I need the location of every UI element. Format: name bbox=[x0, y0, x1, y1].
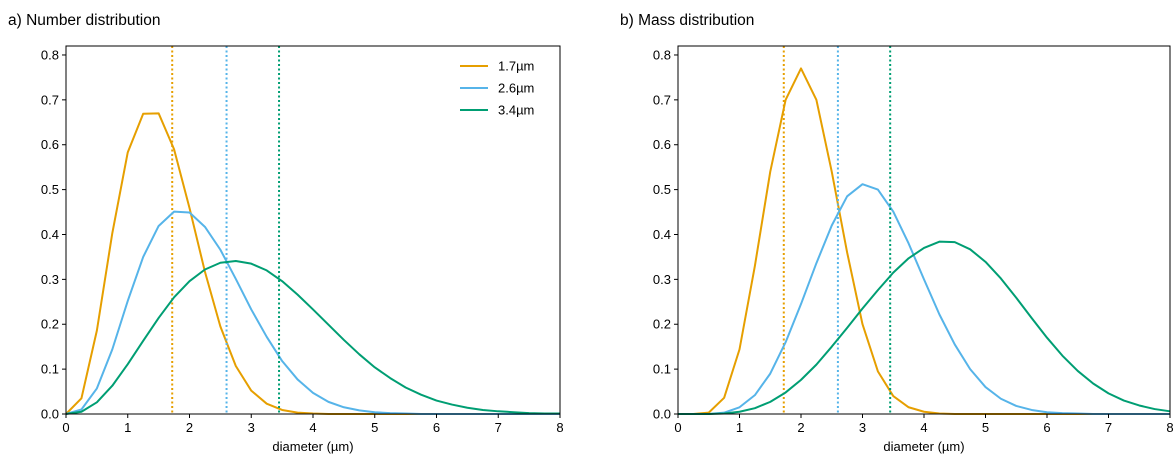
x-tick-label: 7 bbox=[495, 420, 502, 435]
x-tick-label: 2 bbox=[797, 420, 804, 435]
plot-frame bbox=[65, 45, 561, 415]
x-tick-label: 0 bbox=[62, 420, 69, 435]
plot-frame bbox=[677, 45, 1171, 415]
x-tick-label: 6 bbox=[1043, 420, 1050, 435]
panel-mass-distribution: b) Mass distribution 0 1 2 3 4 5 6 7 8 0.0 0.1 0.2 0.… bbox=[620, 12, 1174, 454]
x-tick-label: 8 bbox=[1166, 420, 1173, 435]
y-tick-label: 0.1 bbox=[653, 362, 671, 377]
x-tick-label: 4 bbox=[309, 420, 316, 435]
y-tick-label: 0.2 bbox=[41, 317, 59, 332]
chart-title: b) Mass distribution bbox=[620, 12, 754, 29]
y-tick-label: 0.0 bbox=[653, 407, 671, 422]
legend-label-3: 3.4µm bbox=[498, 103, 534, 118]
y-tick-label: 0.7 bbox=[653, 92, 671, 107]
x-tick-label: 8 bbox=[556, 420, 563, 435]
y-tick-label: 0.8 bbox=[41, 47, 59, 62]
x-tick-label: 5 bbox=[371, 420, 378, 435]
y-tick-label: 0.1 bbox=[41, 362, 59, 377]
series-line-3 bbox=[65, 259, 560, 415]
x-tick-label: 7 bbox=[1105, 420, 1112, 435]
x-tick-label: 1 bbox=[736, 420, 743, 435]
series-line-2 bbox=[678, 183, 1170, 415]
y-tick-label: 0.3 bbox=[41, 272, 59, 287]
x-tick-label: 3 bbox=[248, 420, 255, 435]
y-tick-label: 0.6 bbox=[653, 137, 671, 152]
y-tick-label: 0.4 bbox=[653, 227, 671, 242]
x-tick-label: 1 bbox=[124, 420, 131, 435]
x-tick-label: 6 bbox=[433, 420, 440, 435]
legend-label-1: 1.7µm bbox=[498, 59, 534, 74]
y-tick-label: 0.4 bbox=[41, 227, 59, 242]
y-tick-label: 0.2 bbox=[653, 317, 671, 332]
series-line-3 bbox=[678, 240, 1171, 415]
y-tick-label: 0.3 bbox=[653, 272, 671, 287]
x-axis-label: diameter (µm) bbox=[883, 439, 964, 454]
panel-number-distribution: a) Number distribution 0 1 2 3 4 5 6 7 8 0.0 0.1 0.2… bbox=[8, 12, 564, 454]
x-tick-label: 3 bbox=[859, 420, 866, 435]
y-tick-label: 0.0 bbox=[41, 407, 59, 422]
y-tick-label: 0.5 bbox=[653, 182, 671, 197]
x-tick-label: 5 bbox=[982, 420, 989, 435]
x-tick-label: 4 bbox=[920, 420, 927, 435]
chart-title: a) Number distribution bbox=[8, 12, 160, 29]
x-axis-label: diameter (µm) bbox=[272, 439, 353, 454]
y-tick-label: 0.6 bbox=[41, 137, 59, 152]
x-tick-label: 2 bbox=[186, 420, 193, 435]
series-line-2 bbox=[65, 210, 560, 415]
y-tick-label: 0.7 bbox=[41, 92, 59, 107]
legend-label-2: 2.6µm bbox=[498, 81, 534, 96]
series-line-1 bbox=[678, 67, 1170, 415]
y-tick-label: 0.8 bbox=[653, 47, 671, 62]
x-tick-label: 0 bbox=[674, 420, 681, 435]
y-tick-label: 0.5 bbox=[41, 182, 59, 197]
